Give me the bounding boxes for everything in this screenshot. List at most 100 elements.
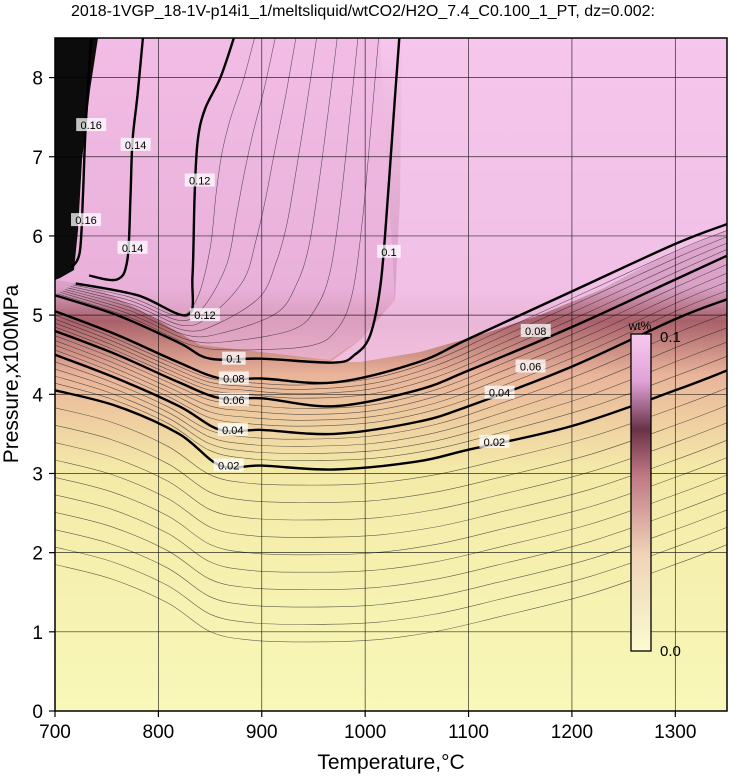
contour-label: 0.02: [218, 461, 239, 473]
colorbar-max-label: 0.1: [660, 329, 681, 346]
contour-line-0-08: [55, 222, 727, 385]
minor-contour-line: [55, 242, 727, 395]
minor-contour-line: [55, 230, 727, 386]
x-tick-label: 900: [246, 722, 278, 743]
contour-label: 0.06: [223, 395, 244, 407]
contour-label: 0.1: [226, 354, 241, 366]
contour-label: 0.16: [75, 215, 96, 227]
x-tick-label: 1300: [654, 722, 696, 743]
minor-contour-line: [55, 422, 727, 521]
contour-label-bg: [71, 213, 102, 227]
minor-contour-line: [65, 38, 317, 332]
colorbar-min-label: 0.0: [660, 643, 681, 660]
y-tick-label: 0: [32, 702, 43, 723]
minor-contour-line: [55, 387, 727, 486]
minor-contour-line: [67, 38, 297, 327]
contour-line-0-06: [55, 254, 727, 408]
plot-frame: [54, 37, 728, 712]
contour-label-bg: [520, 323, 551, 337]
minor-contour-line: [55, 509, 727, 608]
colorbar: wt% 0.1 0.0: [628, 319, 681, 660]
contour-label: 0.04: [222, 425, 243, 437]
minor-contour-line: [55, 405, 727, 503]
contour-label: 0.14: [122, 243, 143, 255]
y-tick-label: 6: [32, 227, 43, 248]
y-tick-label: 3: [32, 464, 43, 485]
contour-label-bg: [213, 458, 244, 472]
colorbar-label: wt%: [628, 319, 652, 333]
contour-line-0-02: [55, 369, 727, 471]
contour-label-bg: [184, 173, 215, 187]
contour-line-0-12: [75, 38, 236, 317]
contour-label: 0.12: [194, 310, 215, 322]
minor-contour-line: [73, 38, 255, 316]
contour-label-bg: [222, 351, 246, 365]
bold-contour-lines: [55, 38, 727, 471]
contour-label-bg: [479, 434, 510, 448]
contour-label: 0.14: [125, 140, 146, 152]
y-tick-label: 1: [32, 623, 43, 644]
minor-contour-line: [55, 544, 727, 643]
x-tick-label: 1100: [448, 722, 489, 743]
y-tick-label: 8: [32, 69, 43, 90]
contour-label: 0.02: [484, 437, 505, 449]
axis-ticks: 700 800 900 1000 1100 1200 1300 0 1 2 3 4 5 6 7 8: [32, 69, 696, 743]
minor-contour-line: [57, 38, 379, 351]
minor-contour-line: [55, 341, 727, 454]
y-tick-label: 2: [32, 544, 43, 565]
minor-contour-line: [55, 474, 727, 573]
contour-line-0-04: [55, 298, 727, 436]
thin-contour-lines: [55, 38, 727, 643]
y-tick-label: 5: [32, 306, 43, 327]
contour-label: 0.1: [381, 247, 396, 259]
contour-label-bg: [76, 118, 107, 132]
contour-label: 0.12: [189, 176, 210, 188]
contour-line-0-14: [88, 38, 145, 282]
contour-label-bg: [218, 371, 249, 385]
contour-label: 0.08: [223, 373, 244, 385]
minor-contour-line: [55, 264, 727, 409]
contour-line-0-16: [70, 38, 93, 269]
minor-contour-line: [55, 439, 727, 538]
contour-label-bg: [515, 359, 546, 373]
grid-lines: [55, 38, 727, 711]
x-tick-label: 700: [39, 722, 71, 743]
pink-saturation-region: [330, 38, 727, 362]
minor-contour-line: [55, 313, 727, 440]
x-axis-label: Temperature,°C: [317, 751, 464, 774]
y-tick-label: 4: [32, 385, 43, 406]
y-tick-label: 7: [32, 148, 43, 169]
contour-label-bg: [117, 240, 148, 254]
minor-contour-line: [62, 38, 338, 338]
minor-contour-line: [55, 281, 727, 421]
x-tick-label: 1000: [344, 722, 386, 743]
minor-contour-line: [55, 527, 727, 625]
contour-label: 0.06: [520, 362, 541, 374]
minor-contour-line: [55, 492, 727, 590]
minor-contour-line: [55, 272, 727, 415]
minor-contour-line: [55, 236, 727, 390]
y-axis-label: Pressure,x100MPa: [0, 284, 23, 463]
minor-contour-line: [55, 356, 727, 461]
x-tick-label: 1200: [551, 722, 593, 743]
minor-contour-line: [55, 249, 727, 399]
pink-saturation-band-left: [55, 38, 395, 360]
contour-label-bg: [218, 392, 249, 406]
minor-contour-line: [55, 290, 727, 427]
contour-label-bg: [189, 308, 220, 322]
contour-label-bg: [120, 137, 151, 151]
contour-label-bg: [377, 244, 401, 258]
minor-contour-line: [60, 38, 359, 344]
contour-label: 0.08: [525, 326, 546, 338]
contour-line-0-1: [55, 38, 401, 364]
minor-contour-line: [55, 327, 727, 447]
colorbar-fill: [630, 333, 652, 652]
minor-contour-line: [70, 38, 276, 321]
contour-labels: 0.02 0.02 0.04 0.04 0.06 0.06 0.08 0.08 0.1 0.1 0.…: [71, 118, 551, 473]
minor-contour-line: [55, 457, 727, 556]
contour-label: 0.16: [80, 120, 101, 132]
chart-title: 2018-1VGP_18-1V-p14i1_1/meltsliquid/wtCO…: [71, 3, 655, 20]
contour-label-bg: [217, 422, 248, 436]
contour-label-bg: [484, 385, 515, 399]
